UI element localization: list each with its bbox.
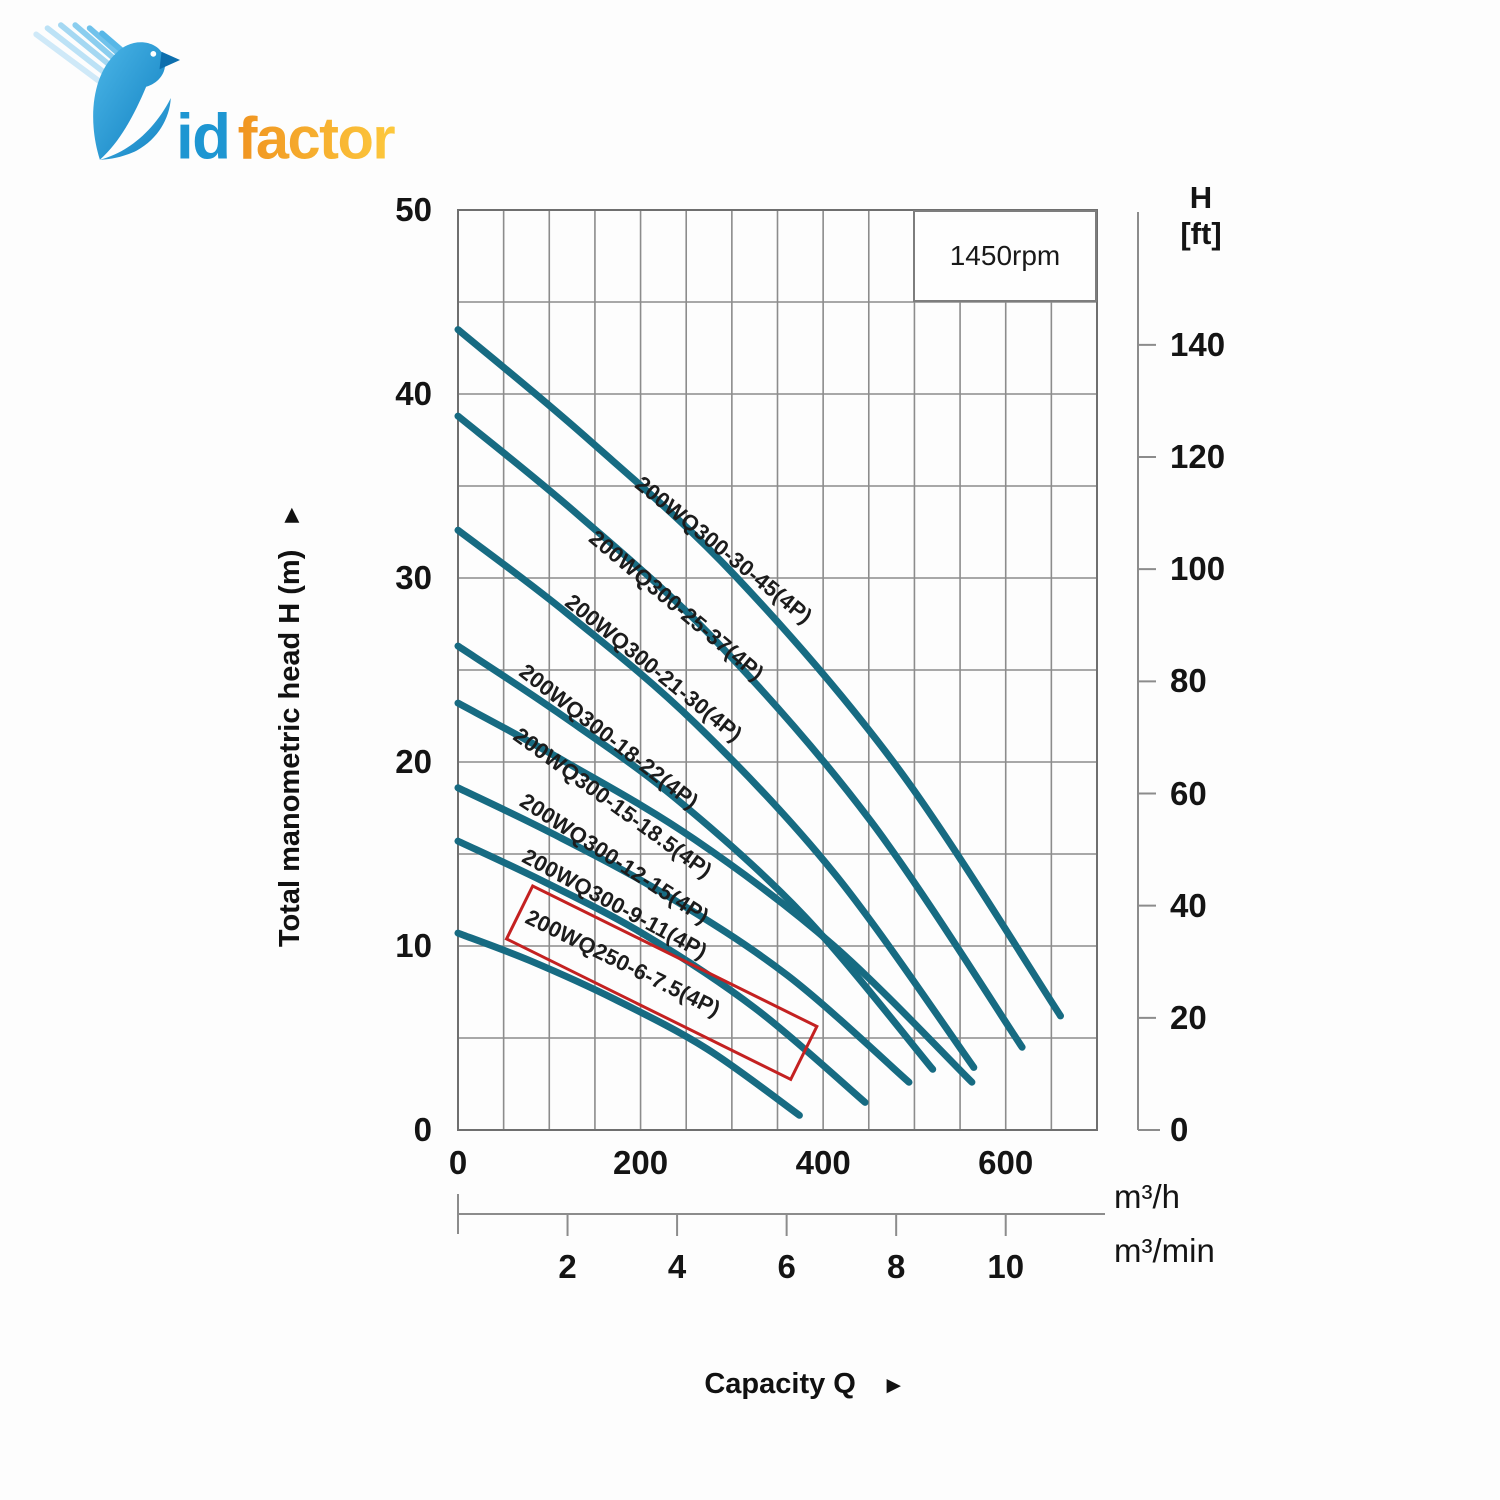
y-tick-label-10: 10 — [395, 927, 432, 964]
ft-tick-label-0: 0 — [1170, 1111, 1189, 1148]
logo-text-id: id — [176, 101, 230, 170]
pump-curve-200WQ300-9-11(4P) — [454, 837, 869, 1106]
rpm-label: 1450rpm — [949, 240, 1061, 271]
logo-text-factor: factor — [238, 105, 396, 170]
bird-logo-icon: id factor — [33, 22, 397, 173]
y-axis-title-text: Total manometric head H (m) — [274, 549, 306, 948]
x-tick-label-600: 600 — [978, 1144, 1034, 1181]
beak-icon — [159, 51, 181, 70]
vidfactor-logo: id factor — [30, 22, 400, 173]
pump-curve-200WQ300-12-15(4P) — [454, 784, 913, 1086]
right-axis-header: H [ft] — [1156, 180, 1246, 252]
up-arrow-icon: ► — [277, 502, 305, 528]
x-axis-title: Capacity Q ► — [655, 1368, 955, 1401]
plot-border — [457, 209, 1098, 1131]
unit-m3min-label: m³/min — [1114, 1232, 1215, 1269]
pump-curve-200WQ300-21-30(4P) — [454, 526, 978, 1071]
right-axis-header-h: H — [1189, 180, 1213, 215]
eye-icon — [150, 50, 157, 57]
pump-curve-200WQ300-30-45(4P) — [454, 326, 1064, 1020]
y-tick-label-30: 30 — [395, 559, 432, 596]
unit-m3h-label: m³/h — [1114, 1178, 1180, 1215]
y-tick-label-20: 20 — [395, 743, 432, 780]
y-axis-title: Total manometric head H (m) ► — [270, 230, 310, 1220]
bird-body-icon — [93, 42, 181, 160]
m3min-tick-label-10: 10 — [987, 1248, 1025, 1285]
m3min-tick-label-4: 4 — [667, 1248, 687, 1285]
x-tick-label-200: 200 — [613, 1144, 669, 1181]
ft-tick-label-80: 80 — [1170, 662, 1207, 700]
right-axis-header-ft: [ft] — [1180, 216, 1222, 251]
x-tick-label-0: 0 — [448, 1144, 468, 1181]
pump-curve-200WQ300-25-37(4P) — [454, 412, 1026, 1051]
ft-tick-label-20: 20 — [1170, 998, 1207, 1036]
m3min-tick-label-6: 6 — [777, 1248, 796, 1285]
pump-curve-200WQ300-15-18.5(4P) — [454, 699, 976, 1086]
y-tick-label-50: 50 — [395, 191, 432, 228]
ft-tick-label-40: 40 — [1170, 886, 1207, 924]
ft-tick-label-100: 100 — [1170, 550, 1226, 588]
x-axis-title-text: Capacity Q — [704, 1368, 856, 1400]
ft-tick-label-60: 60 — [1170, 774, 1207, 812]
rpm-annotation-box: 1450rpm — [913, 210, 1097, 302]
ft-tick-label-120: 120 — [1170, 438, 1226, 475]
y-tick-label-40: 40 — [395, 375, 432, 412]
m3min-tick-label-8: 8 — [886, 1248, 906, 1285]
ft-tick-label-140: 140 — [1170, 325, 1226, 363]
y-tick-label-0: 0 — [413, 1111, 432, 1148]
pump-curve-200WQ250-6-7.5(4P) — [454, 929, 803, 1119]
x-tick-label-400: 400 — [795, 1144, 851, 1181]
right-arrow-icon: ► — [881, 1372, 906, 1399]
m3min-tick-label-2: 2 — [558, 1248, 577, 1285]
pump-curve-200WQ300-18-22(4P) — [454, 642, 937, 1073]
